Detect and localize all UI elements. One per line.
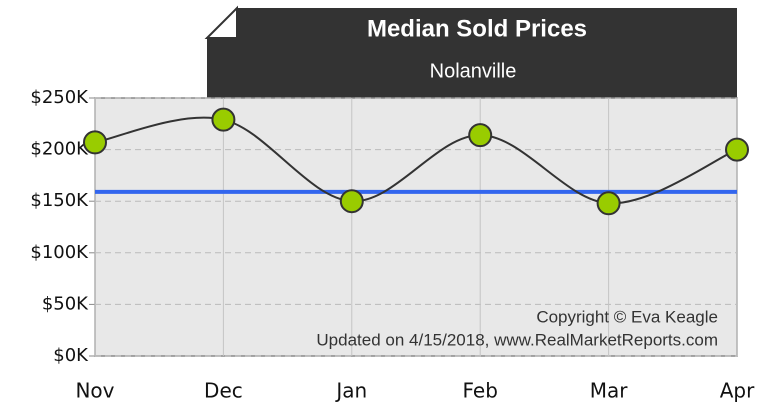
marker [83,130,107,155]
y-tick-label: $150K [30,190,89,211]
annotation: Updated on 4/15/2018, www.RealMarketRepo… [316,330,718,349]
marker [468,123,493,148]
marker [211,107,236,132]
title-box [207,8,737,98]
marker [339,189,364,214]
annotation: Copyright © Eva Keagle [536,307,718,326]
marker [725,137,749,162]
x-tick-label: Nov [75,379,114,403]
title-fold-flap [204,5,238,39]
y-tick-label: $200K [30,139,89,160]
marker [596,191,621,216]
x-tick-label: Jan [334,379,367,403]
y-tick-label: $250K [30,87,89,108]
y-tick-label: $50K [42,293,89,314]
x-tick-label: Feb [462,379,497,403]
y-tick-label: $0K [53,345,89,366]
chart-title: Median Sold Prices [367,15,587,42]
y-tick-label: $100K [30,242,89,263]
x-tick-label: Dec [204,379,243,403]
plot-area [94,97,738,357]
chart-subtitle: Nolanville [430,60,517,82]
x-tick-label: Apr [720,379,755,403]
x-tick-label: Mar [590,379,629,403]
